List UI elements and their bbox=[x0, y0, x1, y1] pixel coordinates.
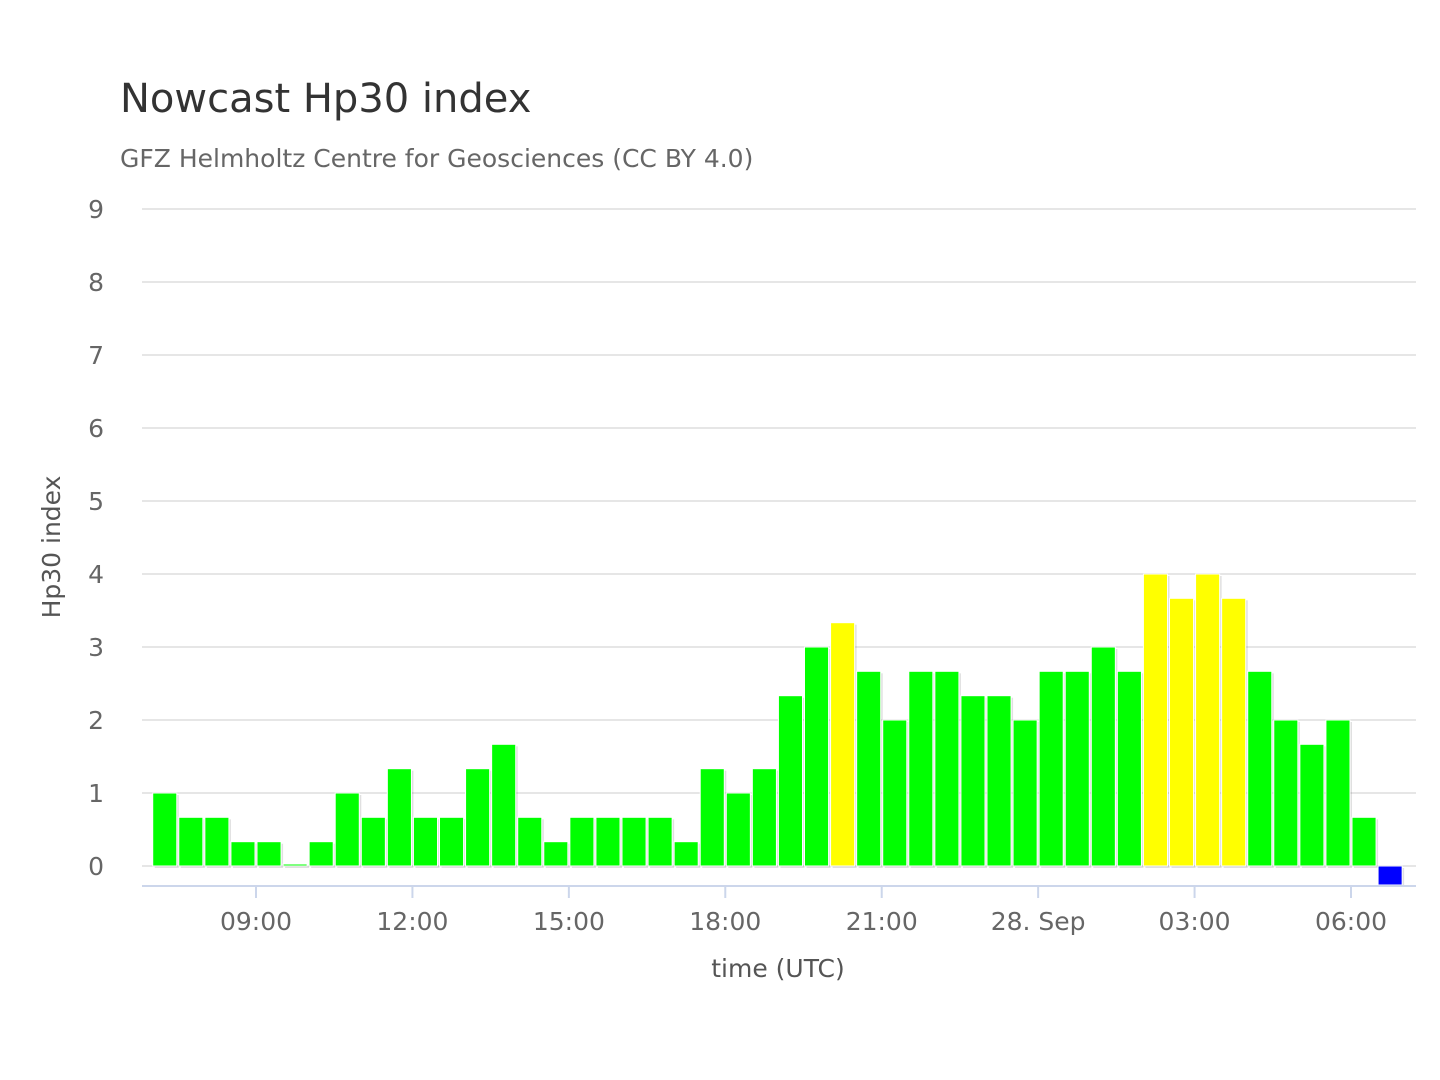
y-tick-label: 5 bbox=[88, 487, 104, 516]
bar[interactable] bbox=[360, 816, 386, 867]
bar[interactable] bbox=[465, 768, 491, 867]
x-axis-label: time (UTC) bbox=[711, 954, 845, 983]
y-tick-labels: 0 1 2 3 4 5 6 7 8 9 bbox=[88, 195, 104, 881]
y-tick-label: 3 bbox=[88, 633, 104, 662]
bar[interactable] bbox=[1169, 597, 1195, 867]
bar[interactable] bbox=[282, 863, 308, 867]
bar[interactable] bbox=[308, 841, 334, 867]
bar[interactable] bbox=[673, 841, 699, 867]
chart-subtitle: GFZ Helmholtz Centre for Geosciences (CC… bbox=[120, 144, 754, 173]
bar[interactable] bbox=[1351, 816, 1377, 867]
bar[interactable] bbox=[230, 841, 256, 867]
bar[interactable] bbox=[204, 816, 230, 867]
bar[interactable] bbox=[1273, 719, 1299, 867]
bar[interactable] bbox=[386, 768, 412, 867]
bar[interactable] bbox=[1038, 670, 1064, 867]
bar[interactable] bbox=[986, 695, 1012, 867]
y-tick-label: 9 bbox=[88, 195, 104, 224]
bar[interactable] bbox=[908, 670, 934, 867]
bar[interactable] bbox=[777, 695, 804, 867]
y-tick-label: 0 bbox=[88, 852, 104, 881]
x-tick-label: 15:00 bbox=[533, 907, 605, 936]
bar[interactable] bbox=[1325, 719, 1351, 867]
bar[interactable] bbox=[1064, 670, 1090, 867]
bar[interactable] bbox=[804, 646, 830, 867]
bar[interactable] bbox=[334, 792, 360, 867]
bar[interactable] bbox=[543, 841, 569, 867]
bar[interactable] bbox=[256, 841, 282, 867]
bar[interactable] bbox=[569, 816, 595, 867]
bar[interactable] bbox=[699, 768, 725, 867]
x-tick-label: 12:00 bbox=[376, 907, 448, 936]
x-tick-label: 03:00 bbox=[1159, 907, 1231, 936]
bar[interactable] bbox=[1221, 597, 1247, 867]
x-tick-label: 18:00 bbox=[689, 907, 761, 936]
bar[interactable] bbox=[439, 816, 465, 867]
bar[interactable] bbox=[725, 792, 751, 867]
bar[interactable] bbox=[1377, 865, 1403, 886]
bar[interactable] bbox=[960, 695, 986, 867]
bar[interactable] bbox=[1299, 743, 1325, 867]
chart-title: Nowcast Hp30 index bbox=[120, 76, 532, 122]
bar[interactable] bbox=[882, 719, 908, 867]
bar[interactable] bbox=[491, 743, 517, 867]
bar[interactable] bbox=[178, 816, 204, 867]
y-axis-label: Hp30 index bbox=[37, 476, 66, 619]
bar[interactable] bbox=[1195, 573, 1221, 867]
bar[interactable] bbox=[517, 816, 543, 867]
y-tick-label: 1 bbox=[88, 779, 104, 808]
bar[interactable] bbox=[856, 670, 882, 867]
y-tick-label: 2 bbox=[88, 706, 104, 735]
bar-layer bbox=[152, 573, 1405, 887]
bar[interactable] bbox=[830, 622, 856, 867]
bar[interactable] bbox=[1142, 573, 1169, 867]
bar[interactable] bbox=[412, 816, 438, 867]
bar[interactable] bbox=[1116, 670, 1142, 867]
bar[interactable] bbox=[1247, 670, 1273, 867]
y-tick-label: 4 bbox=[88, 560, 104, 589]
y-tick-label: 8 bbox=[88, 268, 104, 297]
x-tick-label: 21:00 bbox=[846, 907, 918, 936]
bar-shadow bbox=[285, 866, 310, 868]
y-tick-label: 6 bbox=[88, 414, 104, 443]
bar[interactable] bbox=[1012, 719, 1038, 867]
x-axis bbox=[142, 885, 1416, 898]
x-tick-label: 06:00 bbox=[1315, 907, 1387, 936]
bar[interactable] bbox=[152, 792, 178, 867]
bar[interactable] bbox=[647, 816, 673, 867]
bar[interactable] bbox=[1090, 646, 1116, 867]
bar[interactable] bbox=[621, 816, 647, 867]
x-tick-label: 09:00 bbox=[220, 907, 292, 936]
y-tick-label: 7 bbox=[88, 341, 104, 370]
bar[interactable] bbox=[751, 768, 777, 867]
bar[interactable] bbox=[595, 816, 621, 867]
x-tick-label: 28. Sep bbox=[991, 907, 1086, 936]
bar[interactable] bbox=[934, 670, 960, 867]
x-tick-labels: 09:00 12:00 15:00 18:00 21:00 28. Sep 03:00 06:… bbox=[220, 907, 1387, 936]
